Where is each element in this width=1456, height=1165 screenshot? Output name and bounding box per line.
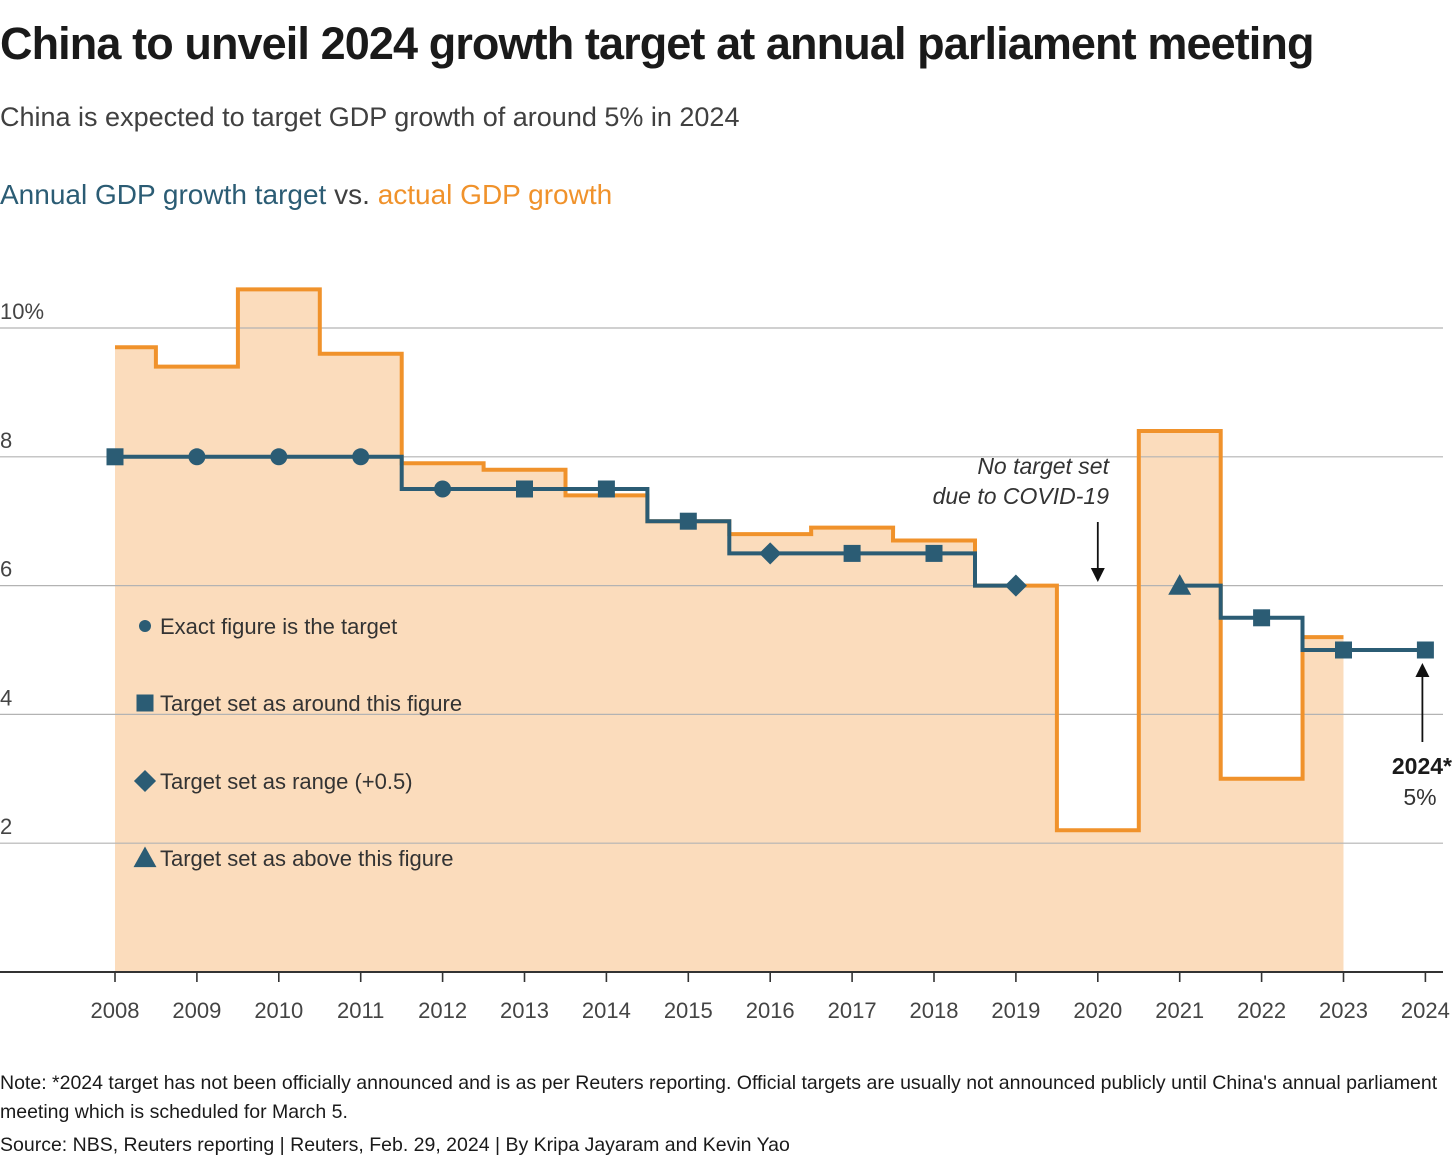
no-target-note: due to COVID-19 [933, 483, 1110, 509]
x-tick-label: 2013 [500, 998, 549, 1023]
legend-marker-circle [139, 620, 151, 632]
target-marker-2008 [106, 448, 124, 466]
chart-title: China to unveil 2024 growth target at an… [0, 18, 1314, 69]
x-tick-label: 2021 [1155, 998, 1204, 1023]
target-marker-2023 [1335, 641, 1352, 659]
footer: Note: *2024 target has not been official… [0, 1069, 1450, 1160]
y-tick-label: 10% [0, 299, 44, 324]
actual-gdp-area [115, 289, 1344, 972]
target-marker-2017 [843, 544, 861, 562]
no-target-note: No target set [977, 453, 1110, 479]
x-tick-label: 2022 [1237, 998, 1286, 1023]
x-tick-label: 2017 [828, 998, 877, 1023]
target-marker-2013 [516, 480, 533, 498]
x-tick-label: 2019 [991, 998, 1040, 1023]
target-marker-2014 [597, 480, 615, 498]
final-arrow-head [1415, 663, 1430, 677]
x-tick-label: 2009 [172, 998, 221, 1023]
series-heading-actual: actual GDP growth [377, 179, 613, 210]
x-tick-label: 2023 [1319, 998, 1368, 1023]
legend-label: Exact figure is the target [160, 614, 397, 639]
gdp-chart: 2008 2009 2010 2011 2012 2013 2014 2015 2016 2017… [0, 287, 1452, 1023]
chart-subtitle: China is expected to target GDP growth o… [0, 102, 740, 132]
target-marker-2018 [925, 544, 943, 562]
no-target-arrow-head [1090, 568, 1105, 582]
final-year-label: 2024* [1392, 753, 1452, 779]
x-tick-label: 2012 [418, 998, 467, 1023]
target-marker-2011 [352, 448, 370, 466]
legend-marker-triangle [133, 846, 157, 868]
annotations: No target set due to COVID-19 2024* 5% [933, 453, 1452, 810]
final-value-label: 5% [1403, 784, 1436, 810]
series-heading-target: Annual GDP growth target [0, 179, 327, 210]
target-marker-2015 [679, 512, 697, 530]
x-tick-label: 2011 [337, 998, 384, 1023]
legend-label: Target set as range (+0.5) [160, 769, 413, 794]
x-tick-label: 2024 [1401, 998, 1450, 1023]
x-tick-label: 2015 [664, 998, 713, 1023]
target-marker-2010 [270, 448, 288, 466]
target-marker-2022 [1253, 609, 1271, 627]
actual-area-layer [115, 289, 1344, 972]
target-marker-2012 [434, 480, 452, 498]
series-heading-vs: vs. [326, 179, 378, 210]
x-tick-label: 2020 [1073, 998, 1122, 1023]
target-marker-2009 [188, 448, 206, 466]
x-tick-label: 2016 [746, 998, 795, 1023]
target-marker-2021 [1168, 574, 1192, 595]
target-marker-2019 [1004, 574, 1027, 597]
y-axis-ticks: 10% 8 6 4 2 [0, 299, 44, 839]
legend-label: Target set as around this figure [160, 691, 462, 716]
legend-marker-diamond [133, 769, 157, 793]
series-heading: Annual GDP growth target vs. actual GDP … [0, 179, 612, 211]
x-axis: 2008 2009 2010 2011 2012 2013 2014 2015 2016 2017… [0, 971, 1450, 1023]
legend-label: Target set as above this figure [160, 846, 454, 871]
target-markers [106, 448, 1434, 659]
legend-marker-square [136, 694, 154, 712]
x-tick-label: 2008 [91, 998, 140, 1023]
target-marker-2016 [759, 542, 782, 565]
y-tick-label: 2 [0, 814, 12, 839]
x-tick-label: 2018 [910, 998, 959, 1023]
footer-source: Source: NBS, Reuters reporting | Reuters… [0, 1134, 790, 1156]
y-tick-label: 4 [0, 685, 12, 710]
target-line [1179, 583, 1426, 652]
legend: Exact figure is the target Target set as … [133, 614, 462, 871]
y-tick-label: 8 [0, 428, 12, 453]
footer-note: Note: *2024 target has not been official… [0, 1072, 1438, 1123]
x-tick-label: 2010 [254, 998, 303, 1023]
y-tick-label: 6 [0, 557, 12, 582]
x-tick-label: 2014 [582, 998, 631, 1023]
target-marker-2024 [1416, 641, 1434, 659]
